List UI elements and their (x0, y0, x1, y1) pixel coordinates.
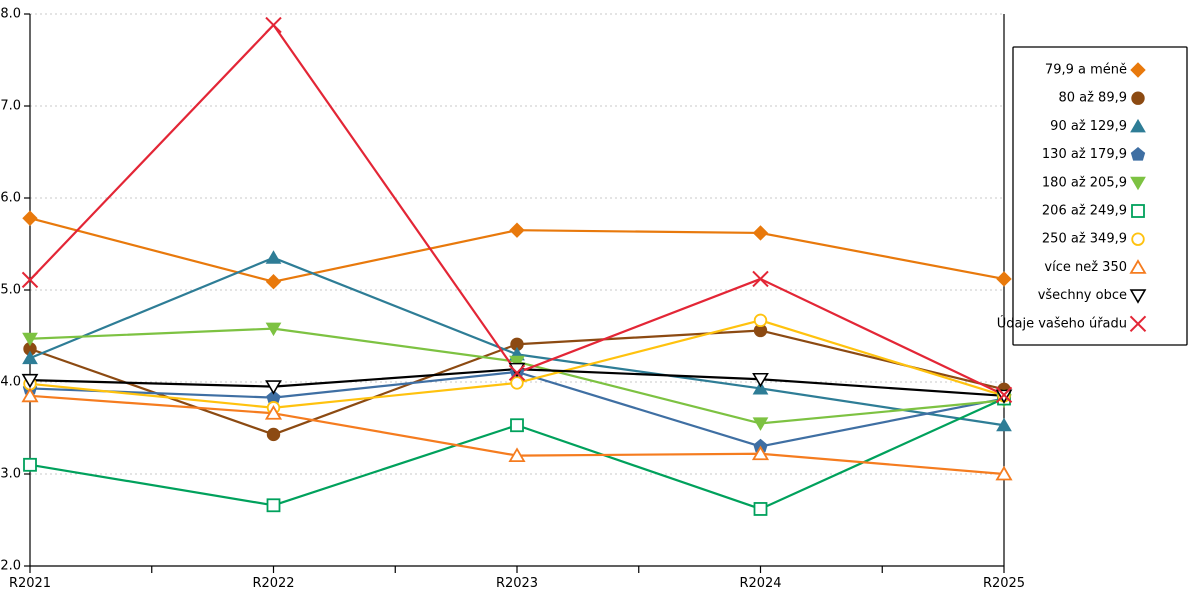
y-axis-tick-label: 3.0 (0, 467, 21, 482)
data-point-marker-diamond (752, 225, 769, 241)
data-point-marker-triangle-up (265, 250, 282, 264)
data-point-marker-cross (265, 16, 282, 34)
legend-item[interactable]: 90 až 129,9 (1050, 118, 1146, 134)
data-point-marker-triangle-up-open (1129, 259, 1147, 274)
legend-item[interactable]: více než 350 (1044, 259, 1147, 275)
data-point-marker-diamond (1130, 62, 1146, 78)
legend-item[interactable]: 180 až 205,9 (1042, 175, 1146, 191)
x-axis-tick-label: R2021 (9, 576, 51, 591)
legend-item[interactable]: Údaje vašeho úřadu (997, 315, 1147, 333)
data-point-marker-cross (995, 386, 1013, 404)
legend-item-label: všechny obce (1038, 288, 1127, 303)
data-point-marker-diamond (996, 271, 1012, 287)
y-axis-tick-label: 7.0 (0, 99, 21, 114)
data-point-marker-triangle-down (265, 322, 282, 337)
legend-item[interactable]: 206 až 249,9 (1042, 204, 1145, 219)
data-point-marker-circle-open (1131, 232, 1145, 246)
data-point-marker-pentagon (1130, 146, 1146, 161)
series-line (28, 394, 1006, 476)
y-axis-tick-label: 4.0 (0, 375, 21, 390)
data-point-marker-triangle-up (996, 417, 1012, 432)
data-point-marker-circle (1131, 91, 1145, 105)
data-point-marker-circle (266, 427, 281, 442)
data-point-marker-triangle-down-open (265, 380, 282, 395)
data-point-marker-triangle-up-open (995, 465, 1013, 481)
data-point-marker-triangle-down-open (752, 372, 769, 388)
data-point-marker-triangle-up-open (21, 387, 39, 403)
data-point-marker-triangle-up (1130, 118, 1146, 133)
data-point-marker-circle-open (510, 376, 524, 390)
legend-item[interactable]: 79,9 a méně (1045, 62, 1146, 78)
legend-item[interactable]: 130 až 179,9 (1042, 146, 1146, 162)
x-axis-tick-label: R2025 (983, 576, 1025, 591)
y-axis-tick-label: 6.0 (0, 191, 21, 206)
data-point-marker-square (23, 457, 37, 472)
legend-item-label: 250 až 349,9 (1042, 232, 1127, 247)
data-point-marker-diamond (265, 274, 282, 290)
y-axis-tick-label: 5.0 (0, 283, 21, 298)
markers-layer (21, 16, 1013, 516)
data-point-marker-square (510, 418, 524, 433)
data-point-marker-square (266, 498, 281, 513)
y-axis-tick-label: 8.0 (0, 7, 21, 22)
x-axis-tick-label: R2023 (496, 576, 538, 591)
legend-item-label: 90 až 129,9 (1050, 119, 1127, 134)
data-point-marker-diamond (509, 222, 525, 238)
legend-item-label: 180 až 205,9 (1042, 175, 1127, 190)
data-point-marker-circle-open (753, 313, 768, 328)
data-point-marker-triangle-up-open (264, 404, 283, 420)
y-axis-tick-label: 2.0 (0, 559, 21, 574)
legend-item[interactable]: všechny obce (1038, 288, 1147, 304)
data-point-marker-triangle-down (1130, 176, 1146, 191)
data-point-marker-triangle-up-open (508, 447, 526, 463)
data-point-marker-square (753, 502, 768, 516)
x-axis-tick-label: R2024 (739, 576, 781, 591)
legend-item-label: 206 až 249,9 (1042, 204, 1127, 219)
data-point-marker-triangle-down (509, 355, 525, 370)
legend-item-label: 130 až 179,9 (1042, 147, 1127, 162)
data-point-marker-square (1131, 204, 1145, 218)
data-point-marker-triangle-down (752, 417, 769, 431)
legend-item-label: Údaje vašeho úřadu (997, 315, 1127, 331)
data-point-marker-cross (1129, 315, 1147, 333)
data-point-marker-triangle-up (752, 380, 769, 395)
data-point-marker-triangle-down-open (1129, 289, 1147, 304)
data-point-marker-triangle-up (22, 350, 38, 365)
data-point-marker-triangle-up-open (751, 445, 770, 461)
data-point-marker-cross (508, 364, 526, 382)
data-point-marker-cross (21, 271, 39, 289)
data-point-marker-diamond (22, 210, 38, 226)
data-point-marker-triangle-down-open (21, 373, 39, 389)
data-point-marker-cross (752, 270, 769, 288)
legend-item-label: 79,9 a méně (1045, 63, 1127, 78)
data-point-marker-triangle-down (22, 332, 38, 347)
legend-item[interactable]: 250 až 349,9 (1042, 232, 1145, 247)
legend-item-label: 80 až 89,9 (1058, 91, 1127, 106)
x-axis-tick-label: R2022 (252, 576, 294, 591)
legend-item-label: více než 350 (1044, 260, 1127, 275)
data-point-marker-triangle-down-open (995, 389, 1013, 404)
legend-item[interactable]: 80 až 89,9 (1058, 91, 1145, 106)
